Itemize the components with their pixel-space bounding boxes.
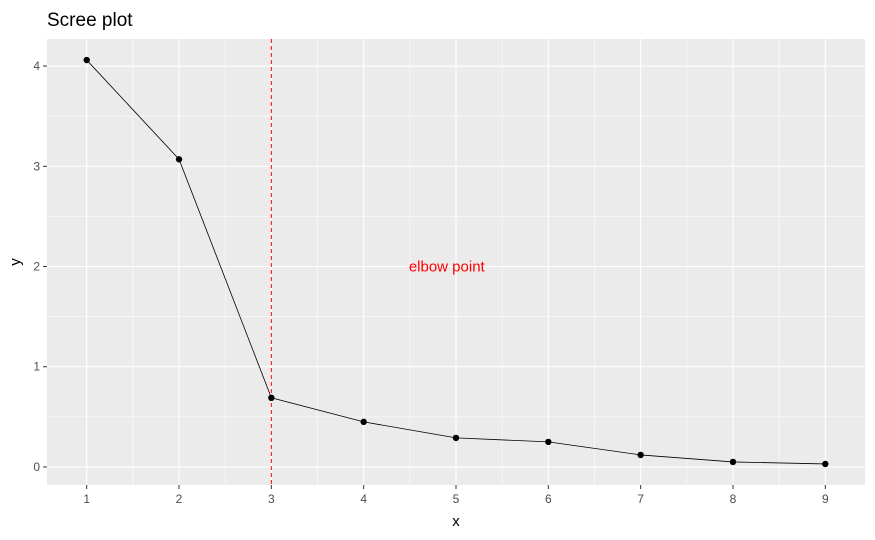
x-tick-label: 3 (268, 492, 275, 506)
x-tick-label: 5 (453, 492, 460, 506)
x-tick-labels: 1 2 3 4 5 6 7 8 9 (83, 492, 829, 506)
data-point (452, 434, 460, 442)
y-tick-label: 4 (33, 59, 40, 73)
data-point (729, 458, 737, 466)
data-point (637, 451, 644, 459)
axis-ticks (43, 65, 826, 489)
y-tick-label: 0 (33, 460, 40, 474)
series-points (83, 56, 829, 468)
x-tick-label: 8 (730, 492, 737, 506)
data-point (175, 156, 183, 163)
y-tick-labels: 0 1 2 3 4 (33, 59, 40, 474)
x-tick-label: 9 (822, 492, 829, 506)
data-point (822, 460, 829, 468)
data-point (360, 418, 367, 426)
y-tick-label: 3 (33, 159, 40, 173)
x-tick-label: 1 (83, 492, 90, 506)
x-tick-label: 6 (545, 492, 552, 506)
elbow-annotation: elbow point (409, 259, 486, 276)
y-tick-label: 1 (33, 360, 40, 374)
x-tick-label: 4 (360, 492, 367, 506)
chart-title: Scree plot (47, 10, 133, 31)
data-point (268, 394, 275, 402)
y-tick-label: 2 (33, 260, 40, 274)
data-point (83, 56, 90, 64)
data-point (545, 438, 552, 446)
y-axis-title: y (7, 258, 24, 266)
major-gridlines (47, 39, 865, 485)
x-tick-label: 7 (637, 492, 644, 506)
x-axis-title: x (452, 513, 460, 530)
x-tick-label: 2 (176, 492, 183, 506)
